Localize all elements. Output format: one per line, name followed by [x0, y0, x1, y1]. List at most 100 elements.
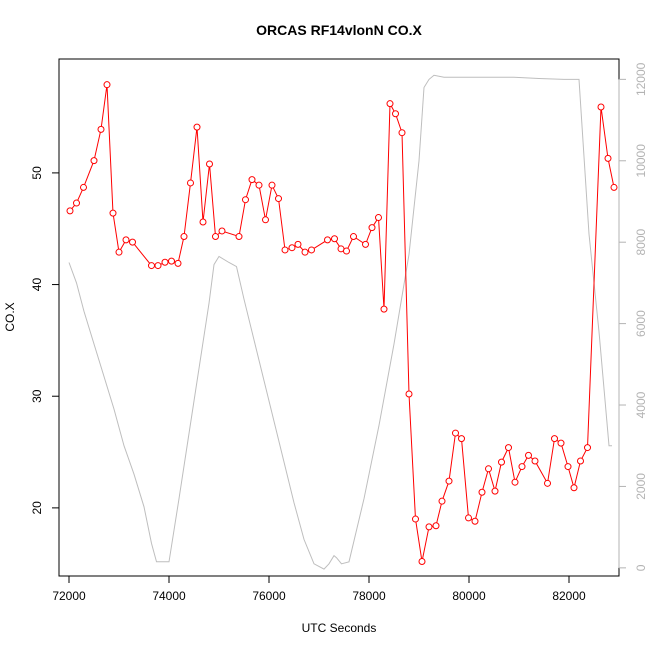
data-point — [485, 465, 492, 473]
x-axis-label: UTC Seconds — [302, 621, 377, 635]
data-point — [491, 487, 499, 495]
data-point — [255, 181, 263, 189]
data-point — [80, 183, 87, 191]
data-point — [308, 246, 315, 254]
plot-area — [58, 58, 620, 577]
y-axis: 20 30 40 50 — [30, 166, 60, 515]
data-point — [324, 236, 331, 244]
data-point — [531, 457, 539, 465]
x-tick-label: 80000 — [452, 589, 486, 603]
y-tick-label: 20 — [30, 501, 44, 515]
y-tick-label: 30 — [30, 389, 44, 403]
data-point — [294, 240, 302, 248]
data-point — [115, 248, 123, 256]
x-tick-label: 82000 — [552, 589, 586, 603]
data-point — [343, 247, 350, 255]
gray-series-line — [68, 74, 612, 570]
data-point — [564, 463, 572, 471]
data-point — [375, 214, 382, 222]
data-point — [445, 477, 453, 485]
data-point — [242, 196, 249, 204]
data-point — [206, 160, 213, 168]
data-point — [187, 179, 194, 187]
data-point — [511, 478, 519, 486]
y2-tick-label: 6000 — [634, 310, 648, 337]
y2-tick-label: 4000 — [634, 391, 648, 418]
data-point — [331, 235, 338, 243]
data-point — [471, 517, 479, 525]
data-point — [154, 262, 162, 270]
data-point — [577, 457, 584, 465]
data-point — [557, 439, 565, 447]
data-point — [180, 233, 188, 241]
data-point — [386, 100, 394, 108]
data-point — [518, 463, 526, 471]
data-point — [218, 227, 226, 235]
data-point — [168, 257, 175, 265]
data-point — [392, 110, 399, 118]
data-point — [73, 199, 80, 207]
data-point — [193, 123, 201, 131]
x-tick-label: 74000 — [152, 589, 186, 603]
data-point — [275, 195, 282, 203]
y-axis-label: CO.X — [3, 302, 17, 331]
data-point — [174, 259, 182, 267]
data-point — [161, 258, 169, 266]
data-point — [362, 240, 369, 248]
data-point — [458, 435, 465, 443]
data-point — [505, 444, 512, 452]
red-series-line — [69, 84, 615, 562]
x-tick-label: 76000 — [252, 589, 286, 603]
data-point — [129, 238, 136, 246]
data-point — [432, 522, 440, 530]
data-point — [248, 176, 256, 184]
data-point — [551, 435, 558, 443]
data-point — [405, 390, 413, 398]
y2-tick-label: 0 — [634, 564, 648, 571]
data-point — [268, 181, 276, 189]
data-point — [418, 557, 426, 565]
data-point — [301, 248, 309, 256]
y-tick-label: 40 — [30, 278, 44, 292]
data-point — [412, 515, 419, 523]
data-point — [604, 154, 612, 162]
data-point — [288, 244, 296, 252]
y-tick-label: 50 — [30, 166, 44, 180]
data-point — [235, 233, 243, 241]
data-point — [544, 479, 551, 487]
data-point — [452, 429, 459, 437]
data-point — [212, 233, 219, 241]
data-point — [425, 523, 433, 531]
x-tick-label: 78000 — [352, 589, 386, 603]
series-layer — [66, 74, 618, 570]
data-point — [148, 262, 155, 270]
data-point — [438, 497, 446, 505]
data-point — [570, 484, 578, 492]
data-point — [465, 514, 472, 522]
data-point — [109, 209, 117, 217]
data-point — [597, 103, 605, 111]
x-tick-label: 72000 — [52, 589, 86, 603]
data-point — [368, 224, 376, 232]
y2-tick-label: 2000 — [634, 473, 648, 500]
data-point — [281, 246, 289, 254]
data-point — [584, 444, 591, 452]
y2-tick-label: 10000 — [634, 144, 648, 178]
data-point — [380, 305, 388, 313]
data-point — [478, 488, 486, 496]
data-point — [97, 125, 105, 133]
y2-tick-label: 12000 — [634, 62, 648, 96]
y2-axis: 0 2000 4000 6000 8000 10000 12000 — [618, 62, 648, 571]
data-point — [103, 81, 111, 89]
data-point — [90, 157, 98, 165]
y2-tick-label: 8000 — [634, 229, 648, 256]
data-point — [350, 233, 357, 241]
chart-title: ORCAS RF14vlonN CO.X — [256, 22, 422, 38]
data-point — [610, 183, 618, 191]
data-point — [525, 451, 532, 459]
data-point — [66, 207, 74, 215]
x-axis: 72000 74000 76000 78000 80000 82000 — [52, 575, 586, 603]
data-point — [262, 216, 269, 224]
data-point — [122, 236, 130, 244]
